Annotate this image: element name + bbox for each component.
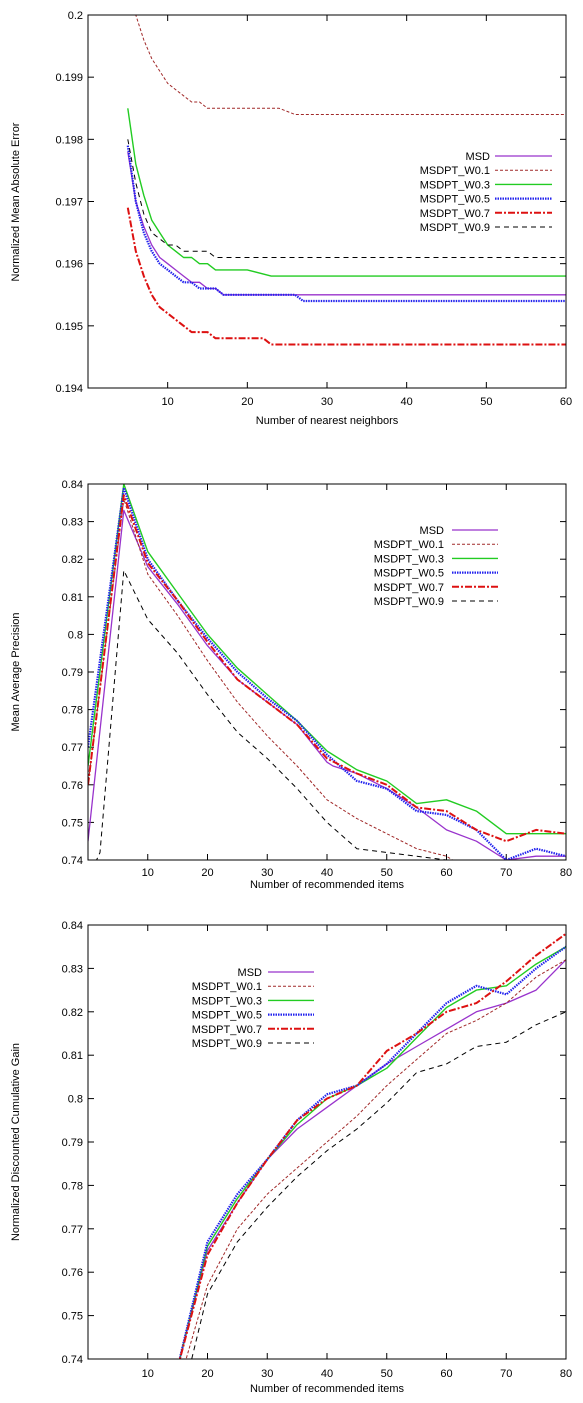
x-tick-label: 60 [440,867,452,879]
x-tick-label: 40 [401,396,413,408]
series-line-msdpt-w0-7 [178,932,566,1359]
plot-frame [87,14,567,389]
y-tick-label: 0.82 [62,554,83,566]
y-axis-label: Mean Average Precision [10,612,22,731]
y-tick-label: 0.81 [62,592,83,604]
x-tick-label: 70 [500,1368,512,1380]
x-axis-label: Number of nearest neighbors [256,415,399,427]
legend-label: MSDPT_W0.5 [374,568,444,580]
y-tick-label: 0.81 [62,1050,83,1062]
x-tick-label: 80 [560,867,572,879]
legend-label: MSDPT_W0.1 [420,165,490,177]
x-tick-label: 50 [381,1368,393,1380]
legend-label: MSD [238,967,263,979]
y-tick-label: 0.84 [62,920,83,932]
legend-label: MSD [466,151,491,163]
y-tick-label: 0.77 [62,742,83,754]
series-line-msd [88,509,566,860]
series-line-msdpt-w0-3 [88,484,566,835]
x-axis-label: Number of recommended items [250,879,405,891]
y-axis-label: Normalized Discounted Cumulative Gain [10,1043,22,1241]
x-tick-label: 10 [142,1368,154,1380]
series-line-msdpt-w0-7 [88,494,566,843]
series-line-msd [127,151,566,296]
chart-2: 0.74 0.75 0.76 0.77 0.78 0.79 0.8 0.81 0.82 0.83 0… [10,479,572,891]
legend-label: MSDPT_W0.7 [374,582,444,594]
x-tick-label: 70 [500,867,512,879]
x-tick-label: 10 [142,867,154,879]
x-tick-label: 50 [381,867,393,879]
legend-label: MSDPT_W0.5 [192,1010,262,1022]
legend-label: MSDPT_W0.9 [192,1038,262,1050]
y-tick-label: 0.2 [68,10,83,22]
y-tick-label: 0.79 [62,667,83,679]
series-line-msdpt-w0-1 [88,498,454,860]
legend-label: MSDPT_W0.1 [374,539,444,551]
series-line-msdpt-w0-5 [178,945,566,1359]
x-tick-label: 60 [440,1368,452,1380]
y-tick-label: 0.78 [62,1180,83,1192]
y-tick-label: 0.83 [62,517,83,529]
series-line-msdpt-w0-1 [135,15,566,115]
x-axis-label: Number of recommended items [250,1383,405,1395]
y-tick-label: 0.79 [62,1137,83,1149]
series-line-msdpt-w0-3 [179,946,566,1359]
chart-1: 0.194 0.195 0.196 0.197 0.198 0.199 0.2 10 20 30 4… [10,10,572,427]
y-tick-label: 0.196 [55,259,83,271]
y-tick-label: 0.195 [55,321,83,333]
legend-label: MSDPT_W0.5 [420,194,490,206]
y-tick-label: 0.194 [55,383,83,395]
x-tick-label: 80 [560,1368,572,1380]
legend-label: MSD [420,525,445,537]
legend-label: MSDPT_W0.1 [192,981,262,993]
legend-label: MSDPT_W0.3 [192,995,262,1007]
y-tick-label: 0.77 [62,1224,83,1236]
x-tick-label: 30 [321,396,333,408]
x-tick-label: 20 [241,396,253,408]
y-tick-label: 0.78 [62,705,83,717]
y-tick-label: 0.74 [62,1354,83,1366]
x-tick-label: 40 [321,1368,333,1380]
y-tick-label: 0.76 [62,780,83,792]
x-tick-label: 30 [261,867,273,879]
x-tick-label: 20 [201,867,213,879]
y-tick-label: 0.198 [55,134,83,146]
y-tick-label: 0.8 [68,1094,83,1106]
legend-label: MSDPT_W0.7 [192,1024,262,1036]
plot-frame [87,924,567,1360]
x-tick-label: 10 [162,396,174,408]
legend-label: MSDPT_W0.9 [374,596,444,608]
x-tick-label: 40 [321,867,333,879]
chart-3: 0.74 0.75 0.76 0.77 0.78 0.79 0.8 0.81 0.82 0.83 0… [10,920,572,1395]
series-line-msdpt-w0-9 [127,139,566,258]
x-tick-label: 20 [201,1368,213,1380]
series-line-msdpt-w0-7 [126,207,566,346]
x-tick-label: 60 [560,396,572,408]
y-tick-label: 0.75 [62,1311,83,1323]
y-tick-label: 0.197 [55,197,83,209]
legend-label: MSDPT_W0.3 [374,553,444,565]
y-tick-label: 0.74 [62,855,83,867]
plot-frame [87,483,567,861]
x-tick-label: 30 [261,1368,273,1380]
legend-label: MSDPT_W0.9 [420,222,490,234]
series-line-msdpt-w0-1 [185,959,566,1359]
y-tick-label: 0.8 [68,629,83,641]
y-axis-label: Normalized Mean Absolute Error [10,122,22,281]
series-line-msdpt-w0-5 [88,486,566,860]
y-tick-label: 0.76 [62,1267,83,1279]
legend-label: MSDPT_W0.3 [420,179,490,191]
series-line-msdpt-w0-9 [96,570,447,860]
series-line-msdpt-w0-5 [126,145,566,303]
y-tick-label: 0.199 [55,72,83,84]
series-line-msdpt-w0-3 [127,108,566,277]
y-tick-label: 0.83 [62,963,83,975]
x-tick-label: 50 [480,396,492,408]
legend-label: MSDPT_W0.7 [420,208,490,220]
y-tick-label: 0.82 [62,1007,83,1019]
y-tick-label: 0.75 [62,817,83,829]
y-tick-label: 0.84 [62,479,83,491]
